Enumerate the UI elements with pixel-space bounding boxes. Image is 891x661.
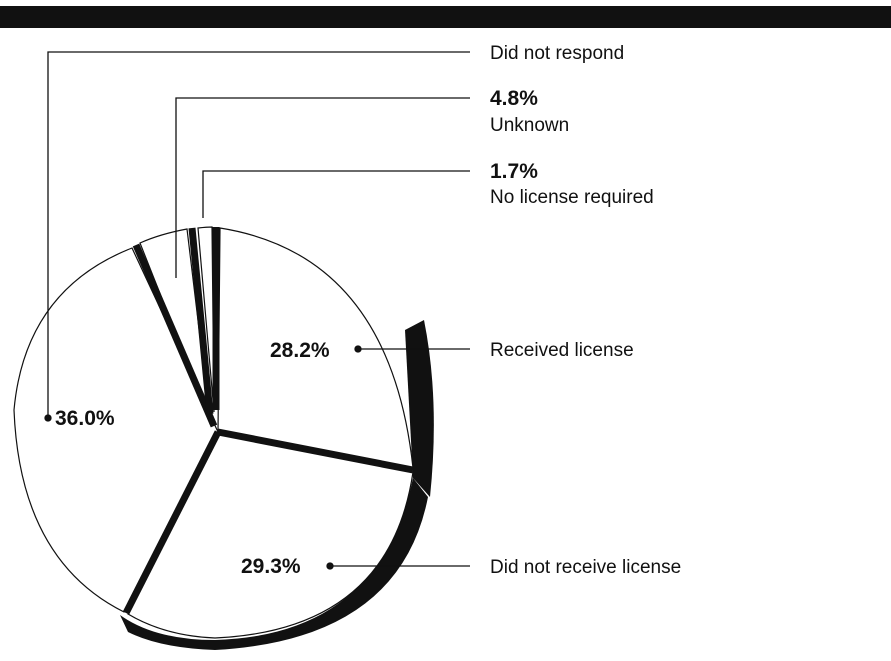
top-bar [0, 6, 891, 28]
value-no-license-required: 1.7% [490, 160, 538, 183]
separator-did-not-respond-unknown [132, 243, 218, 428]
shadow-received [405, 320, 434, 497]
leader-dot-did-not-respond [44, 414, 52, 422]
value-unknown: 4.8% [490, 87, 538, 110]
pie-slice-did-not-receive-license [127, 431, 414, 639]
callout-labels: Did not respond 4.8% Unknown 1.7% No lic… [490, 43, 681, 578]
value-did-not-receive-license: 29.3% [241, 555, 301, 578]
label-received-license: Received license [490, 340, 634, 361]
label-unknown: Unknown [490, 115, 569, 136]
pie-wedges [13, 226, 414, 639]
pie-slice-did-not-respond [13, 247, 219, 613]
value-did-not-respond: 36.0% [55, 407, 115, 430]
slice-values: 28.2% 29.3% 36.0% [55, 339, 330, 578]
leader-no-license-required [202, 170, 470, 218]
leader-unknown [175, 97, 470, 278]
shadow-did-not-receive [120, 478, 428, 650]
label-did-not-receive-license: Did not receive license [490, 557, 681, 578]
pie-slice-no-license-required [197, 226, 215, 413]
pie-shadow [120, 320, 434, 650]
leader-dot-did-not-receive-license [326, 562, 334, 570]
value-received-license: 28.2% [270, 339, 330, 362]
separator-received-did-not-receive [217, 428, 414, 474]
label-did-not-respond: Did not respond [490, 43, 624, 64]
leader-did-not-respond [47, 51, 470, 418]
label-no-license-required: No license required [490, 187, 654, 208]
leader-lines [44, 51, 470, 570]
separator-unknown-no-license [188, 227, 214, 415]
pie-slice-received-license [217, 227, 414, 469]
pie-separators [122, 227, 414, 615]
leader-dot-received-license [354, 345, 362, 353]
separator-did-not-receive-did-not-respond [122, 430, 222, 615]
